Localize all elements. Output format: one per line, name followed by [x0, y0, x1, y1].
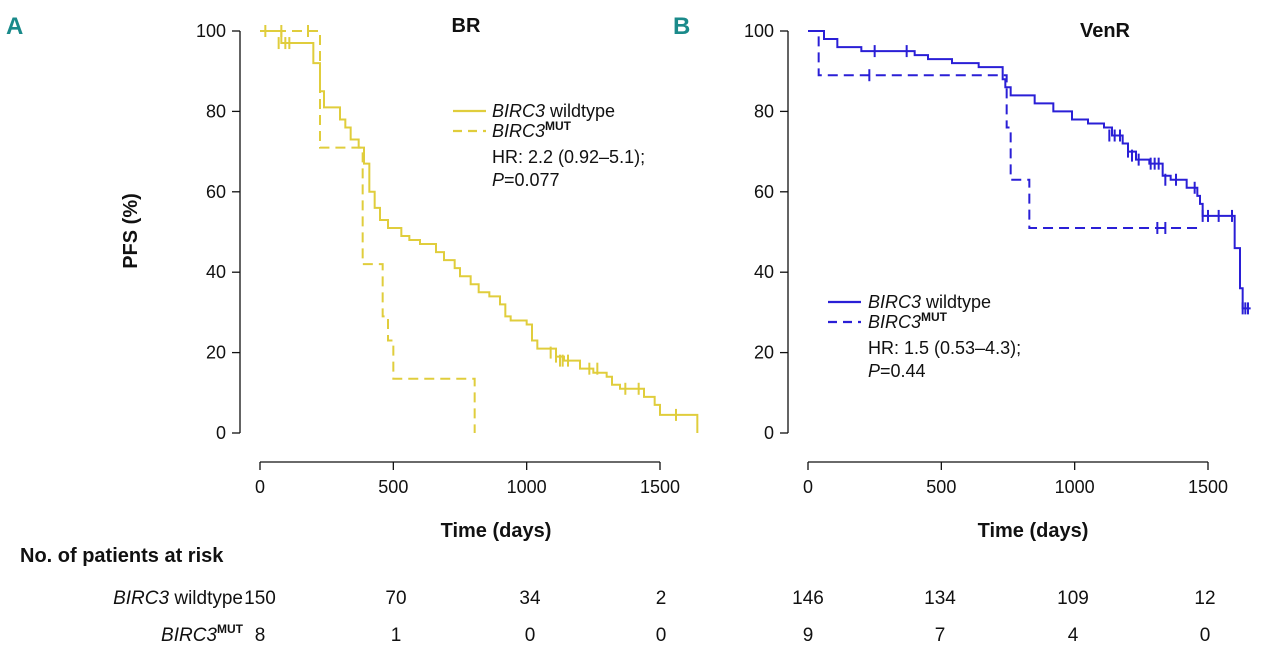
- panel-a-y-tick-label: 0: [216, 423, 226, 443]
- gene-name: BIRC3: [868, 312, 921, 332]
- p-label: P: [868, 361, 880, 381]
- panel-b-p-value: P=0.44: [868, 361, 926, 381]
- panel-a-y-tick-label: 40: [206, 262, 226, 282]
- panel-a-x-tick-label: 0: [255, 477, 265, 497]
- panel-a-legend-label-mutant: BIRC3MUT: [492, 119, 572, 141]
- p-number: =0.077: [504, 170, 560, 190]
- panel-a-y-tick-label: 60: [206, 182, 226, 202]
- legend-suffix: wildtype: [921, 292, 991, 312]
- gene-name: BIRC3: [161, 625, 217, 646]
- legend-suffix: wildtype: [545, 101, 615, 121]
- panel-b-y-tick-label: 20: [754, 343, 774, 363]
- panel-b-x-axis-label: Time (days): [978, 520, 1089, 542]
- p-number: =0.44: [880, 361, 926, 381]
- panel-a-p-value: P=0.077: [492, 170, 560, 190]
- panel-b-y-tick-label: 40: [754, 262, 774, 282]
- panel-b-title: VenR: [1080, 20, 1131, 42]
- risk-cell-a: 0: [525, 625, 536, 646]
- risk-cell-a: 1: [391, 625, 402, 646]
- panel-b-y-tick-label: 0: [764, 423, 774, 443]
- risk-cell-b: 109: [1057, 588, 1089, 609]
- risk-cell-b: 146: [792, 588, 824, 609]
- panel-a-x-tick-label: 1500: [640, 477, 680, 497]
- risk-cell-a: 8: [255, 625, 266, 646]
- panel-b-mutant-curve: [808, 30, 1198, 229]
- legend-superscript: MUT: [921, 310, 948, 324]
- panel-a-wildtype-curve: [260, 30, 699, 433]
- panel-b-x-tick-label: 500: [926, 477, 956, 497]
- panel-letter-b: B: [673, 13, 690, 40]
- panel-b-wildtype-curve: [808, 30, 1251, 310]
- risk-cell-a: 0: [656, 625, 667, 646]
- risk-row-label: BIRC3MUT: [161, 622, 244, 646]
- panel-a-title: BR: [452, 15, 481, 37]
- legend-superscript: MUT: [545, 119, 572, 133]
- panel-b-x-tick-label: 1000: [1055, 477, 1095, 497]
- panel-b-x-tick-label: 1500: [1188, 477, 1228, 497]
- risk-table: BIRC3 wildtype 150 70 34 2 146 134 109 12BIRC3MU…: [113, 588, 1215, 646]
- risk-cell-a: 70: [385, 588, 406, 609]
- panel-b-y-tick-label: 80: [754, 101, 774, 121]
- panel-a-x-tick-label: 1000: [507, 477, 547, 497]
- panel-b-y-tick-label: 60: [754, 182, 774, 202]
- risk-row-superscript: MUT: [217, 622, 244, 636]
- gene-name: BIRC3: [868, 292, 921, 312]
- panel-a-legend-label-wildtype: BIRC3 wildtype: [492, 101, 615, 121]
- panel-a-hazard-ratio: HR: 2.2 (0.92–5.1);: [492, 147, 645, 167]
- risk-row-suffix: wildtype: [169, 588, 243, 609]
- y-axis-label: PFS (%): [120, 193, 142, 269]
- risk-row-label: BIRC3 wildtype: [113, 588, 243, 609]
- panel-a-x-tick-label: 500: [378, 477, 408, 497]
- risk-cell-b: 9: [803, 625, 814, 646]
- panel-letter-a: A: [6, 13, 23, 40]
- panel-a-y-tick-label: 80: [206, 101, 226, 121]
- gene-name: BIRC3: [113, 588, 169, 609]
- p-label: P: [492, 170, 504, 190]
- panel-b-legend-label-mutant: BIRC3MUT: [868, 310, 948, 332]
- risk-cell-b: 4: [1068, 625, 1079, 646]
- panel-b-x-tick-label: 0: [803, 477, 813, 497]
- gene-name: BIRC3: [492, 121, 545, 141]
- risk-cell-b: 7: [935, 625, 946, 646]
- panel-b-y-tick-label: 100: [744, 21, 774, 41]
- panel-a-y-tick-label: 20: [206, 343, 226, 363]
- risk-cell-b: 12: [1194, 588, 1215, 609]
- panel-a-mutant-curve: [260, 30, 476, 433]
- panel-b-hazard-ratio: HR: 1.5 (0.53–4.3);: [868, 338, 1021, 358]
- risk-table-heading: No. of patients at risk: [20, 545, 224, 567]
- risk-cell-a: 2: [656, 588, 667, 609]
- risk-cell-b: 134: [924, 588, 956, 609]
- risk-cell-a: 150: [244, 588, 276, 609]
- panel-a-x-axis-label: Time (days): [441, 520, 552, 542]
- panel-a-y-tick-label: 100: [196, 21, 226, 41]
- risk-cell-b: 0: [1200, 625, 1211, 646]
- panel-b-legend-label-wildtype: BIRC3 wildtype: [868, 292, 991, 312]
- risk-cell-a: 34: [519, 588, 541, 609]
- gene-name: BIRC3: [492, 101, 545, 121]
